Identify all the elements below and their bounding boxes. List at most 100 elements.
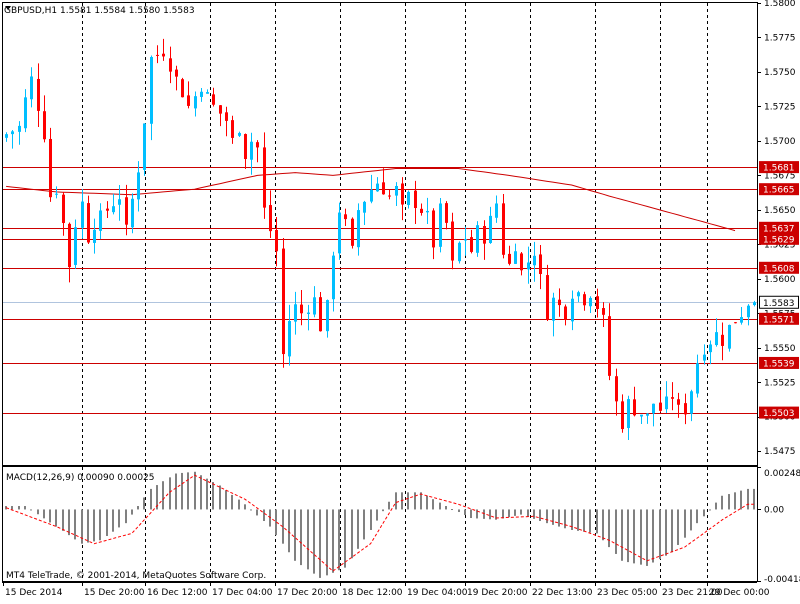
candle-body — [313, 297, 316, 315]
macd-histogram-bar — [414, 492, 416, 510]
macd-histogram-bar — [659, 509, 661, 560]
macd-histogram-bar — [583, 509, 585, 532]
candle-body — [596, 296, 599, 309]
level-price-badge — [759, 232, 799, 245]
candle-body — [671, 397, 674, 399]
macd-histogram-bar — [533, 509, 535, 519]
candle-body — [734, 322, 737, 324]
price-tick-label: 1.5525 — [764, 378, 796, 388]
macd-histogram-bar — [231, 494, 233, 510]
macd-histogram-bar — [740, 490, 742, 510]
level-price-label: 1.5503 — [763, 409, 795, 419]
candle-body — [307, 312, 310, 314]
candle-body — [747, 305, 750, 318]
candle-body — [753, 302, 756, 306]
macd-histogram-bar — [68, 509, 70, 536]
candle-body — [470, 237, 473, 252]
macd-histogram-bar — [169, 477, 171, 510]
candle-body — [181, 79, 184, 98]
macd-histogram-bar — [395, 492, 397, 510]
macd-histogram-bar — [175, 473, 177, 510]
macd-histogram-bar — [596, 509, 598, 534]
macd-histogram-bar — [143, 497, 145, 510]
candle-body — [212, 94, 215, 105]
candle-body — [11, 131, 14, 135]
price-tick-label: 1.5775 — [764, 33, 796, 43]
candle-body — [62, 194, 65, 224]
macd-histogram-bar — [363, 509, 365, 540]
time-tick-label: 15 Dec 2014 — [5, 588, 63, 598]
macd-histogram-bar — [546, 509, 548, 524]
macd-histogram-bar — [206, 478, 208, 510]
macd-histogram-bar — [621, 509, 623, 561]
candle-body — [564, 306, 567, 321]
candle-body — [125, 197, 128, 225]
macd-histogram-bar — [99, 509, 101, 541]
macd-label: MACD(12,26,9) 0.00090 0.00025 — [6, 473, 155, 483]
level-price-badge — [759, 406, 799, 419]
candle-body — [294, 304, 297, 322]
macd-histogram-bar — [87, 509, 89, 543]
macd-histogram-bar — [527, 509, 529, 517]
macd-histogram-bar — [627, 509, 629, 563]
macd-histogram-bar — [187, 472, 189, 510]
macd-histogram-bar — [250, 509, 252, 511]
macd-histogram-bar — [514, 509, 516, 516]
candle-body — [143, 123, 146, 170]
candle-body — [106, 208, 109, 211]
menu-arrow-icon[interactable] — [5, 6, 11, 10]
macd-histogram-bar — [615, 509, 617, 554]
macd-histogram-bar — [313, 509, 315, 574]
macd-histogram-bar — [564, 509, 566, 529]
candle-body — [432, 210, 435, 248]
candle-body — [533, 255, 536, 266]
candle-body — [445, 203, 448, 223]
candle-body — [583, 294, 586, 306]
macd-histogram-bar — [200, 475, 202, 510]
macd-histogram-bar — [489, 509, 491, 520]
macd-histogram-bar — [608, 509, 610, 548]
candle-body — [49, 138, 52, 198]
macd-histogram-bar — [721, 495, 723, 510]
macd-histogram-bar — [734, 492, 736, 510]
macd-tick-label: 0.00 — [764, 505, 784, 515]
macd-histogram-bar — [388, 501, 390, 510]
candle-body — [608, 316, 611, 376]
macd-histogram-bar — [558, 509, 560, 527]
macd-histogram-bar — [74, 509, 76, 540]
macd-histogram-bar — [319, 509, 321, 578]
macd-histogram-bar — [5, 506, 7, 510]
candle-body — [721, 334, 724, 346]
candle-body — [250, 141, 253, 160]
candle-body — [150, 56, 153, 124]
macd-histogram-bar — [407, 492, 409, 510]
macd-histogram-bar — [344, 509, 346, 568]
macd-histogram-bar — [715, 502, 717, 510]
macd-histogram-bar — [62, 509, 64, 531]
candle-body — [351, 218, 354, 246]
candle-body — [137, 172, 140, 200]
candle-body — [571, 298, 574, 322]
macd-histogram-bar — [382, 509, 384, 512]
macd-histogram-bar — [445, 506, 447, 510]
time-tick-label: 17 Dec 20:00 — [277, 588, 338, 598]
candle-body — [395, 185, 398, 196]
candle-body — [219, 105, 222, 114]
candle-body — [256, 142, 259, 148]
macd-histogram-bar — [244, 504, 246, 510]
chart-title: GBPUSD,H1 1.5581 1.5584 1.5580 1.5583 — [4, 6, 195, 16]
main-panel-frame — [2, 2, 758, 466]
candle-body — [169, 58, 172, 72]
macd-histogram-bar — [156, 485, 158, 510]
macd-histogram-bar — [238, 499, 240, 510]
candle-body — [458, 242, 461, 262]
macd-tick-label: 0.00248 — [764, 469, 800, 479]
candle-body — [30, 76, 33, 100]
macd-histogram-bar — [18, 506, 20, 510]
candle-body — [43, 111, 46, 140]
copyright-text: MT4 TeleTrade, © 2001-2014, MetaQuotes S… — [6, 571, 266, 581]
candle-body — [684, 403, 687, 415]
macd-histogram-bar — [495, 509, 497, 520]
